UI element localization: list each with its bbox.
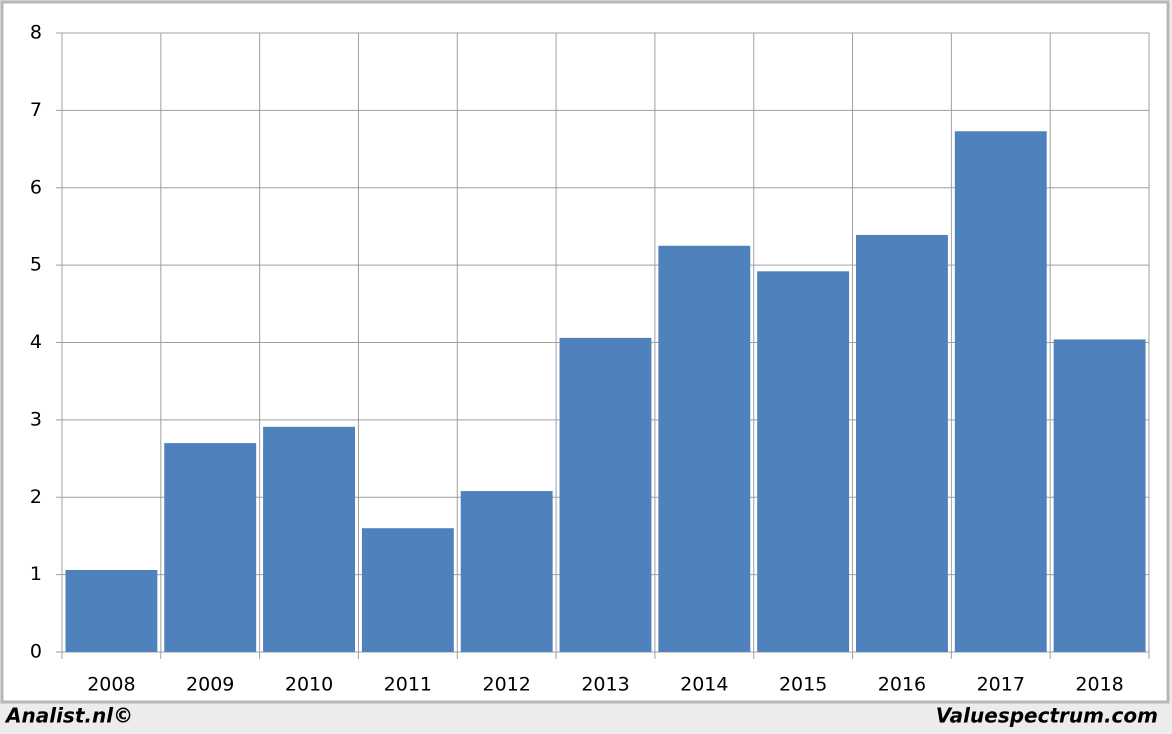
y-tick-label: 0 <box>30 641 42 663</box>
bar <box>460 491 553 652</box>
x-tick-label: 2017 <box>977 674 1025 696</box>
x-tick-label: 2018 <box>1075 674 1123 696</box>
bar <box>856 234 948 653</box>
bar <box>65 569 158 652</box>
x-tick-label: 2014 <box>680 674 728 696</box>
bar <box>361 528 454 652</box>
y-tick-label: 2 <box>30 486 42 508</box>
y-tick-label: 5 <box>30 254 42 276</box>
bar <box>164 443 257 652</box>
footer-right: Valuespectrum.com <box>936 704 1158 728</box>
y-tick-label: 3 <box>30 408 42 430</box>
bar <box>757 271 850 652</box>
bar <box>559 337 652 652</box>
y-tick-label: 8 <box>30 22 42 44</box>
x-tick-label: 2008 <box>87 674 135 696</box>
x-tick-label: 2013 <box>581 674 629 696</box>
y-tick-label: 1 <box>30 563 42 585</box>
y-tick-label: 6 <box>30 176 42 198</box>
y-tick-label: 7 <box>30 99 42 121</box>
x-tick-label: 2010 <box>285 674 333 696</box>
x-tick-label: 2016 <box>878 674 926 696</box>
bar <box>1053 339 1146 652</box>
bar <box>658 245 751 652</box>
x-tick-label: 2011 <box>384 674 432 696</box>
x-tick-label: 2012 <box>483 674 531 696</box>
x-tick-label: 2009 <box>186 674 234 696</box>
bar <box>954 131 1047 653</box>
bar <box>263 426 355 652</box>
x-tick-label: 2015 <box>779 674 827 696</box>
footer-left: Analist.nl© <box>4 704 133 728</box>
y-tick-label: 4 <box>30 331 42 353</box>
